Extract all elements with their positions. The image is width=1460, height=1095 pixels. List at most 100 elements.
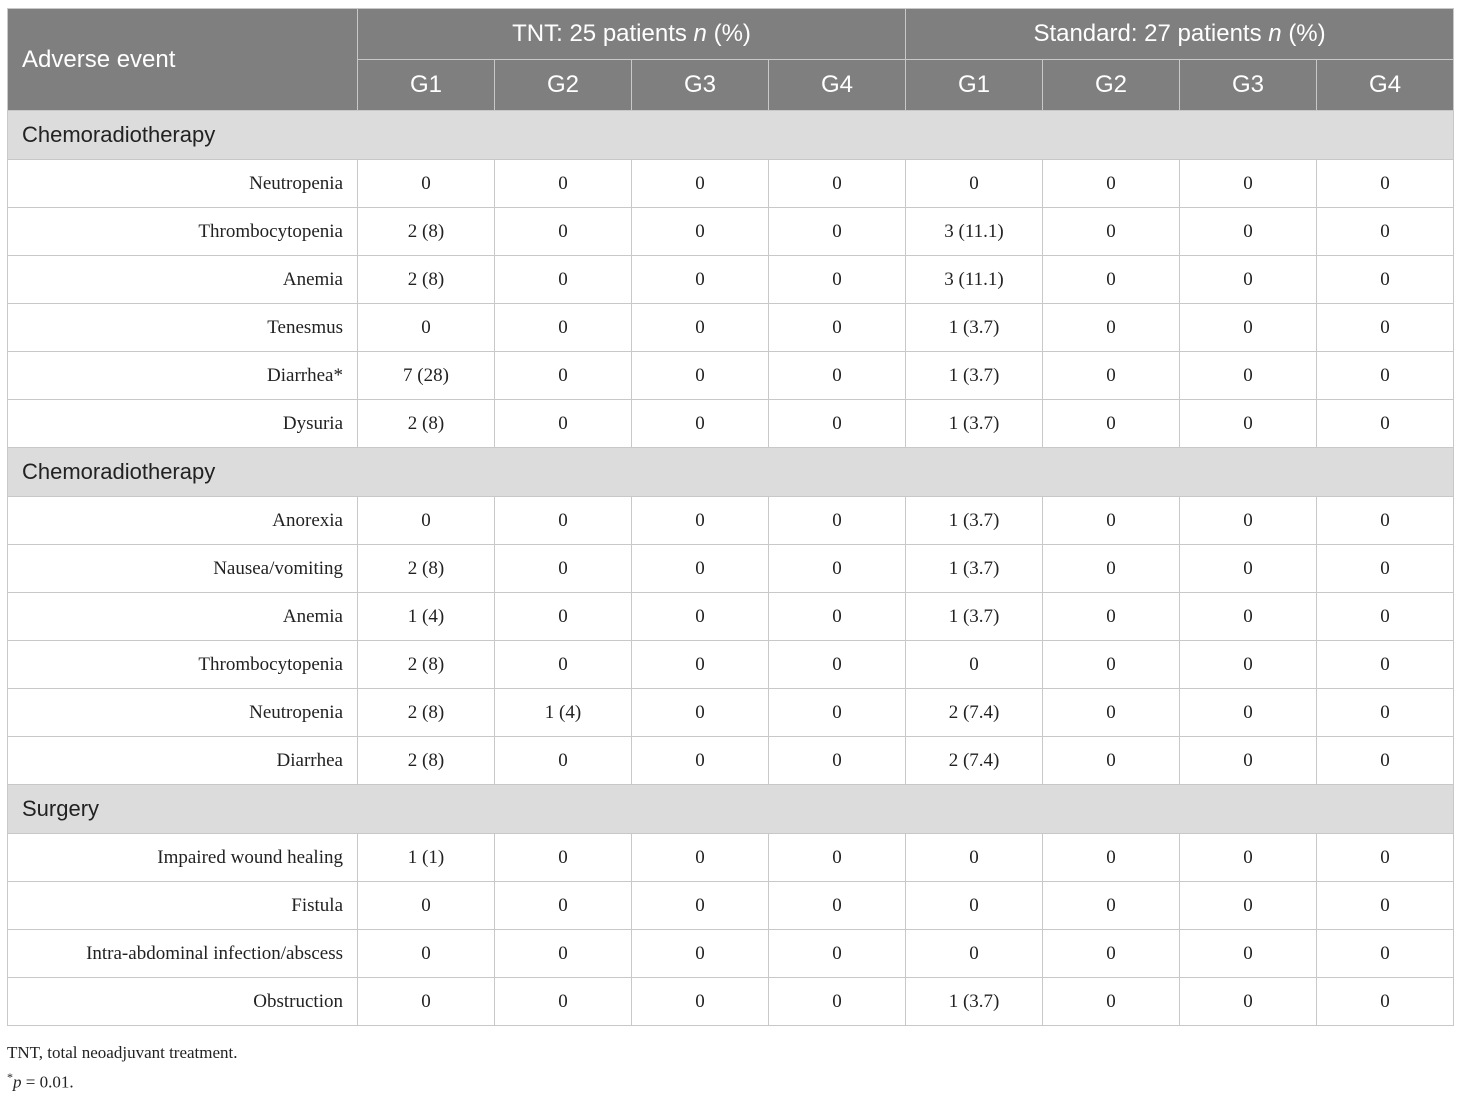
adverse-events-table-container: Adverse event TNT: 25 patients n (%) Sta… <box>6 8 1455 1026</box>
grade-header: G4 <box>1316 59 1455 111</box>
value-cell: 0 <box>1179 977 1318 1026</box>
value-cell: 0 <box>631 351 769 400</box>
value-cell: 0 <box>631 399 769 448</box>
value-cell: 0 <box>494 544 632 593</box>
adverse-event-label: Anorexia <box>7 496 358 545</box>
value-cell: 0 <box>494 399 632 448</box>
grade-header: G2 <box>1042 59 1181 111</box>
value-cell: 0 <box>1316 592 1455 641</box>
section-row: Surgery <box>6 784 1455 834</box>
value-cell: 0 <box>494 351 632 400</box>
value-cell: 2 (8) <box>357 640 495 689</box>
p-value: = 0.01. <box>21 1072 74 1092</box>
table-row: Tenesmus 0 0 0 0 1 (3.7) 0 0 0 <box>7 303 1455 352</box>
value-cell: 0 <box>1316 640 1455 689</box>
value-cell: 0 <box>494 159 632 208</box>
value-cell: 0 <box>494 881 632 930</box>
adverse-event-label: Anemia <box>7 255 358 304</box>
grade-header: G1 <box>357 59 495 111</box>
table-header: Adverse event TNT: 25 patients n (%) Sta… <box>7 8 1455 111</box>
adverse-event-label: Anemia <box>7 592 358 641</box>
value-cell: 0 <box>1179 351 1318 400</box>
adverse-event-header: Adverse event <box>7 8 358 111</box>
footnotes: TNT, total neoadjuvant treatment. *p = 0… <box>7 1040 1453 1095</box>
value-cell: 0 <box>494 929 632 978</box>
value-cell: 0 <box>494 833 632 882</box>
value-cell: 0 <box>905 833 1044 882</box>
value-cell: 0 <box>1042 736 1181 785</box>
value-cell: 0 <box>1179 255 1318 304</box>
table-row: Fistula 0 0 0 0 0 0 0 0 <box>7 881 1455 930</box>
tnt-group-label: TNT: 25 patients <box>512 20 687 47</box>
value-cell: 0 <box>1316 833 1455 882</box>
value-cell: 0 <box>1179 640 1318 689</box>
adverse-event-label: Fistula <box>7 881 358 930</box>
table-row: Diarrhea 2 (8) 0 0 0 2 (7.4) 0 0 0 <box>7 736 1455 785</box>
section-row: Chemoradiotherapy <box>6 110 1455 160</box>
value-cell: 1 (4) <box>357 592 495 641</box>
value-cell: 0 <box>631 833 769 882</box>
adverse-event-label: Impaired wound healing <box>7 833 358 882</box>
adverse-event-label: Diarrhea <box>7 736 358 785</box>
value-cell: 0 <box>494 255 632 304</box>
tnt-group-header: TNT: 25 patients n (%) <box>356 8 907 60</box>
value-cell: 2 (8) <box>357 736 495 785</box>
value-cell: 3 (11.1) <box>905 207 1044 256</box>
table-row: Diarrhea* 7 (28) 0 0 0 1 (3.7) 0 0 0 <box>7 351 1455 400</box>
table-row: Thrombocytopenia 2 (8) 0 0 0 3 (11.1) 0 0 0 <box>7 207 1455 256</box>
value-cell: 2 (8) <box>357 207 495 256</box>
n-symbol: n <box>1268 20 1282 47</box>
value-cell: 0 <box>1042 833 1181 882</box>
value-cell: 0 <box>905 929 1044 978</box>
table-row: Thrombocytopenia 2 (8) 0 0 0 0 0 0 0 <box>7 640 1455 689</box>
table-row: Nausea/vomiting 2 (8) 0 0 0 1 (3.7) 0 0 0 <box>7 544 1455 593</box>
table-body: Chemoradiotherapy Neutropenia 0 0 0 0 0 0 0 0 Thro… <box>6 110 1455 1026</box>
value-cell: 0 <box>1316 351 1455 400</box>
table-row: Neutropenia 0 0 0 0 0 0 0 0 <box>7 159 1455 208</box>
percent-suffix: (%) <box>1288 20 1326 47</box>
section-row: Chemoradiotherapy <box>6 447 1455 497</box>
value-cell: 0 <box>631 640 769 689</box>
value-cell: 0 <box>494 496 632 545</box>
value-cell: 0 <box>767 833 907 882</box>
adverse-event-label: Tenesmus <box>7 303 358 352</box>
value-cell: 0 <box>494 303 632 352</box>
value-cell: 0 <box>905 159 1044 208</box>
value-cell: 0 <box>1179 929 1318 978</box>
value-cell: 1 (3.7) <box>905 399 1044 448</box>
value-cell: 0 <box>1316 544 1455 593</box>
p-value-footnote: *p = 0.01. <box>7 1065 1453 1095</box>
table-row: Dysuria 2 (8) 0 0 0 1 (3.7) 0 0 0 <box>7 399 1455 448</box>
value-cell: 0 <box>767 688 907 737</box>
value-cell: 0 <box>767 640 907 689</box>
grade-header: G4 <box>767 59 907 111</box>
section-title: Chemoradiotherapy <box>6 110 1455 160</box>
value-cell: 0 <box>1179 207 1318 256</box>
value-cell: 0 <box>1042 544 1181 593</box>
value-cell: 0 <box>1179 833 1318 882</box>
value-cell: 0 <box>767 207 907 256</box>
value-cell: 0 <box>1316 159 1455 208</box>
value-cell: 7 (28) <box>357 351 495 400</box>
value-cell: 0 <box>767 351 907 400</box>
value-cell: 0 <box>767 399 907 448</box>
value-cell: 0 <box>631 592 769 641</box>
value-cell: 0 <box>1179 688 1318 737</box>
value-cell: 0 <box>1179 592 1318 641</box>
value-cell: 2 (8) <box>357 544 495 593</box>
percent-suffix: (%) <box>713 20 751 47</box>
value-cell: 1 (3.7) <box>905 977 1044 1026</box>
value-cell: 0 <box>357 929 495 978</box>
value-cell: 3 (11.1) <box>905 255 1044 304</box>
value-cell: 0 <box>494 207 632 256</box>
grade-header: G1 <box>905 59 1044 111</box>
value-cell: 1 (3.7) <box>905 544 1044 593</box>
value-cell: 0 <box>905 881 1044 930</box>
value-cell: 0 <box>1042 881 1181 930</box>
value-cell: 0 <box>1042 592 1181 641</box>
value-cell: 0 <box>1042 207 1181 256</box>
value-cell: 0 <box>357 977 495 1026</box>
p-symbol: p <box>13 1072 22 1092</box>
value-cell: 0 <box>1316 255 1455 304</box>
adverse-event-label: Obstruction <box>7 977 358 1026</box>
